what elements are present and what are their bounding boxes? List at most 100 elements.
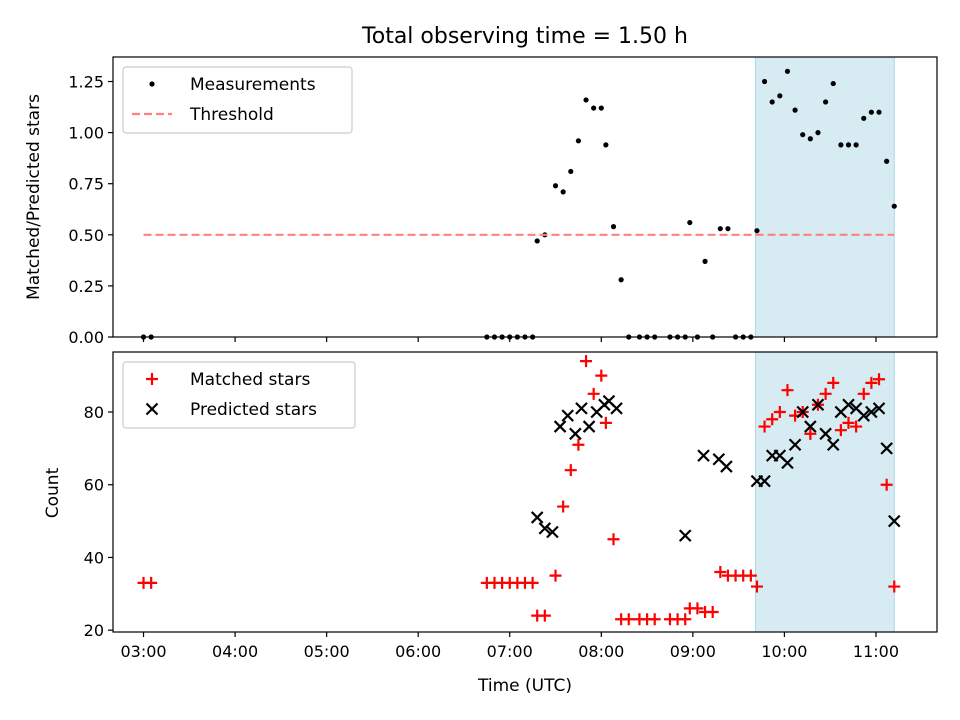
legend-label: Threshold xyxy=(189,105,274,125)
data-point xyxy=(804,420,817,433)
y-tick-label: 0.50 xyxy=(68,226,104,245)
data-point xyxy=(552,183,559,189)
data-point xyxy=(766,413,779,426)
data-point xyxy=(618,277,624,283)
legend-marker-plus xyxy=(146,373,158,385)
data-point xyxy=(853,142,859,148)
data-point xyxy=(549,569,562,582)
data-point xyxy=(888,580,901,593)
data-point xyxy=(873,373,886,386)
data-point xyxy=(815,130,821,136)
data-point xyxy=(804,427,817,440)
data-point xyxy=(880,478,893,491)
data-point xyxy=(610,224,617,230)
legend-box xyxy=(122,66,353,134)
data-point xyxy=(560,189,566,195)
data-point xyxy=(819,427,832,441)
data-point xyxy=(807,136,813,142)
data-point xyxy=(857,409,871,422)
data-point xyxy=(758,420,771,433)
data-point xyxy=(861,115,867,121)
data-point xyxy=(678,529,692,542)
data-point xyxy=(761,78,768,85)
data-point xyxy=(891,203,897,209)
data-point xyxy=(884,158,890,164)
data-point xyxy=(769,99,775,105)
data-point xyxy=(880,442,893,455)
data-point xyxy=(838,142,844,148)
data-point xyxy=(603,142,609,148)
data-point xyxy=(595,369,608,382)
data-point xyxy=(575,402,588,415)
chart-title: Total observing time = 1.50 h xyxy=(361,24,688,49)
y-tick-label: 60 xyxy=(84,476,104,495)
legend-label: Measurements xyxy=(190,75,316,95)
data-point xyxy=(530,511,544,524)
data-point xyxy=(575,138,582,144)
data-point xyxy=(754,228,760,234)
data-point xyxy=(607,533,620,546)
data-point xyxy=(697,449,710,462)
data-point xyxy=(842,398,855,412)
data-point xyxy=(717,226,723,232)
data-point xyxy=(827,376,840,389)
data-point xyxy=(857,387,870,400)
data-point xyxy=(788,438,802,452)
data-point xyxy=(819,387,832,400)
data-point xyxy=(800,132,806,138)
y-tick-label: 1.00 xyxy=(68,124,104,143)
y-tick-label: 1.25 xyxy=(68,73,104,92)
y-tick-label: 80 xyxy=(84,403,104,422)
top-y-axis-label: Matched/Predicted stars xyxy=(24,94,44,300)
data-point xyxy=(622,613,635,626)
data-point xyxy=(781,384,794,397)
axes-frame xyxy=(112,56,938,338)
data-point xyxy=(725,226,731,232)
x-tick-label: 10:00 xyxy=(761,642,807,661)
data-point xyxy=(758,474,771,488)
data-point xyxy=(842,416,855,429)
data-point xyxy=(845,142,852,148)
data-point xyxy=(750,580,763,593)
data-point xyxy=(706,606,719,618)
legend-box xyxy=(122,361,356,429)
legend-marker-x xyxy=(145,402,159,416)
data-point xyxy=(784,68,791,74)
data-point xyxy=(872,402,886,415)
data-point xyxy=(526,576,539,589)
data-point xyxy=(538,522,552,535)
data-point xyxy=(834,424,847,437)
data-point xyxy=(777,93,783,99)
x-tick-label: 06:00 xyxy=(395,642,441,661)
data-point xyxy=(850,420,863,433)
data-point xyxy=(534,238,540,244)
data-point xyxy=(561,409,575,422)
x-tick-label: 04:00 xyxy=(212,642,258,661)
data-point xyxy=(569,427,582,441)
data-point xyxy=(553,420,567,433)
data-point xyxy=(583,97,589,103)
x-tick-label: 11:00 xyxy=(853,642,899,661)
y-tick-label: 0.75 xyxy=(68,175,104,194)
data-point xyxy=(702,258,708,264)
legend-label: Predicted stars xyxy=(190,400,317,420)
bottom-y-axis-label: Count xyxy=(43,467,63,518)
data-point xyxy=(714,566,727,578)
data-point xyxy=(720,460,733,473)
x-tick-label: 09:00 xyxy=(670,642,716,661)
data-point xyxy=(679,613,692,626)
data-point xyxy=(582,420,596,433)
y-tick-label: 0.25 xyxy=(68,277,104,296)
axes-frame xyxy=(112,351,938,633)
data-point xyxy=(687,219,693,226)
legend-label: Matched stars xyxy=(190,370,310,390)
data-point xyxy=(792,107,798,113)
data-point xyxy=(580,355,593,368)
data-point xyxy=(598,105,604,111)
data-point xyxy=(796,405,809,419)
data-point xyxy=(587,387,600,400)
data-point xyxy=(591,105,597,111)
legend: Measurements Threshold xyxy=(122,66,353,134)
data-point xyxy=(744,569,757,582)
